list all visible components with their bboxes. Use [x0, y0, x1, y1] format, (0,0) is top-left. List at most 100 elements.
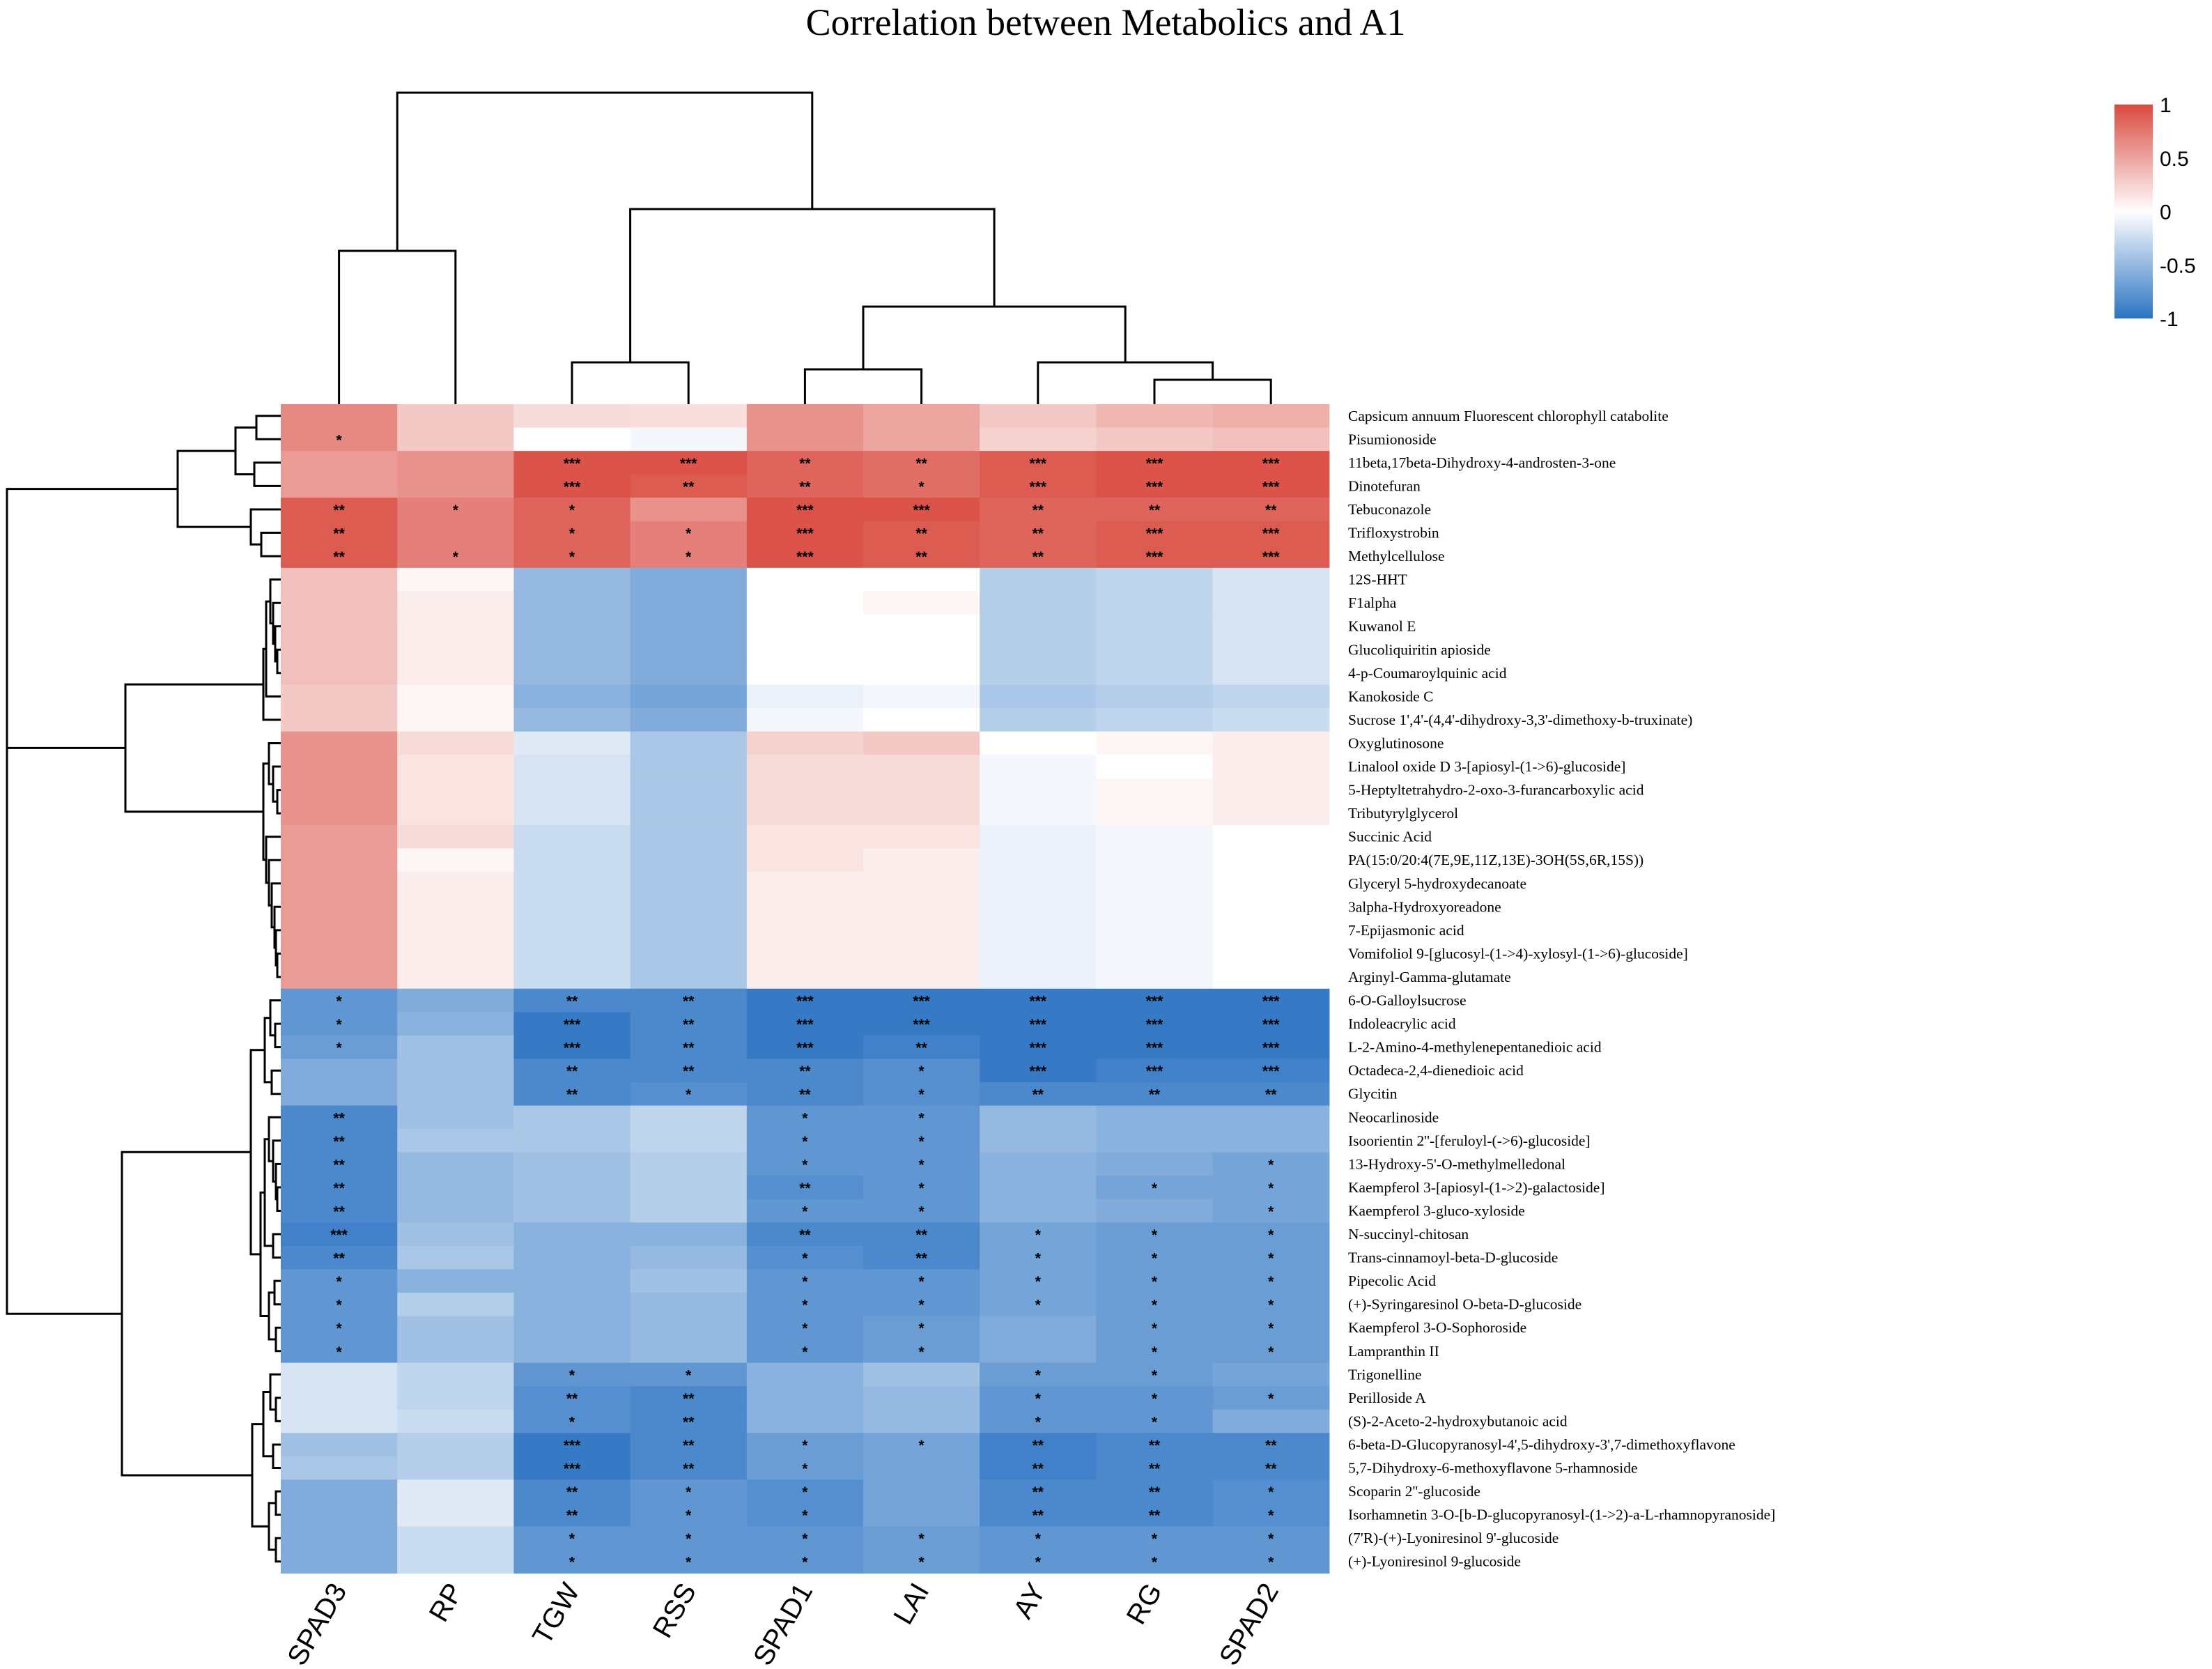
heatmap-cell — [1096, 1362, 1214, 1387]
heatmap-cell — [513, 1549, 631, 1574]
heatmap-cell — [397, 474, 514, 498]
heatmap-cell — [513, 1433, 631, 1457]
significance-mark: * — [802, 1555, 808, 1571]
row-label: (7'R)-(+)-Lyoniresinol 9'-glucoside — [1348, 1530, 1559, 1546]
significance-mark: ** — [915, 549, 927, 565]
significance-mark: * — [919, 1203, 925, 1220]
heatmap-cell — [281, 941, 398, 966]
significance-mark: * — [919, 1157, 925, 1173]
heatmap-cell — [1212, 708, 1330, 732]
heatmap-cell — [630, 427, 748, 452]
row-label: Neocarlinoside — [1348, 1109, 1439, 1125]
significance-mark: ** — [333, 526, 345, 542]
heatmap-cell — [281, 1269, 398, 1293]
heatmap-cell — [863, 451, 980, 475]
heatmap-cell — [513, 614, 631, 639]
row-label: Indoleacrylic acid — [1348, 1015, 1456, 1032]
heatmap-cell — [1096, 521, 1214, 545]
heatmap-cell — [863, 567, 980, 592]
significance-mark: *** — [1030, 1063, 1047, 1079]
significance-mark: *** — [1146, 479, 1163, 495]
heatmap-cell — [980, 1292, 1097, 1317]
heatmap-cell — [980, 1222, 1097, 1247]
heatmap-cell — [746, 778, 864, 802]
heatmap-cell — [397, 1339, 514, 1364]
heatmap-cell — [630, 1012, 748, 1036]
column-dendrogram-branch — [629, 208, 996, 362]
row-label: Pisumionoside — [1348, 431, 1437, 447]
row-dendrogram-branch — [251, 1423, 269, 1528]
heatmap-cell — [513, 544, 631, 569]
heatmap-cell — [281, 451, 398, 475]
heatmap-cell — [397, 708, 514, 732]
heatmap-cell — [1096, 708, 1214, 732]
heatmap-cell — [1096, 918, 1214, 943]
heatmap-cell — [281, 1456, 398, 1480]
heatmap-cell — [281, 1549, 398, 1574]
row-label: Linalool oxide D 3-[apiosyl-(1->6)-gluco… — [1348, 758, 1625, 775]
significance-mark: ** — [1032, 1438, 1044, 1454]
heatmap-cell — [1096, 1059, 1214, 1083]
heatmap-cell — [746, 661, 864, 686]
heatmap-cell — [746, 1152, 864, 1176]
legend-tick-label: 1 — [2160, 94, 2172, 117]
heatmap-cell — [281, 1316, 398, 1340]
heatmap-cell — [1212, 591, 1330, 615]
heatmap-cell — [746, 988, 864, 1013]
heatmap-cell — [980, 755, 1097, 779]
heatmap-cell — [1212, 1035, 1330, 1059]
heatmap-cell — [1212, 614, 1330, 639]
row-dendrogram-branch — [274, 1326, 281, 1353]
heatmap-cell — [863, 848, 980, 872]
heatmap-cell — [397, 988, 514, 1013]
significance-mark: * — [1152, 1391, 1158, 1407]
row-label: 13-Hydroxy-5'-O-methylmelledonal — [1348, 1155, 1565, 1172]
column-label: RP — [424, 1578, 470, 1627]
heatmap-cell — [980, 801, 1097, 826]
heatmap-cell — [980, 872, 1097, 896]
heatmap-cell — [513, 567, 631, 592]
heatmap-cell — [1096, 451, 1214, 475]
heatmap-cell — [863, 1316, 980, 1340]
heatmap-cell — [746, 1386, 864, 1410]
row-dendrogram-branch — [270, 882, 281, 929]
significance-mark: * — [453, 549, 459, 565]
row-label: Kanokoside C — [1348, 688, 1433, 705]
heatmap-cell — [980, 638, 1097, 662]
heatmap-cell — [630, 801, 748, 826]
heatmap-cell — [630, 614, 748, 639]
heatmap-cell — [980, 661, 1097, 686]
heatmap-cell — [980, 1176, 1097, 1200]
column-label: SPAD1 — [748, 1578, 819, 1669]
column-dendrogram-branch — [1037, 361, 1214, 404]
heatmap-cell — [746, 544, 864, 569]
heatmap-cell — [863, 1129, 980, 1153]
heatmap-cell — [630, 1105, 748, 1130]
significance-mark: * — [919, 1063, 925, 1079]
row-label: Dinotefuran — [1348, 477, 1421, 494]
heatmap-cell — [1212, 1059, 1330, 1083]
row-label: 3alpha-Hydroxyoreadone — [1348, 898, 1501, 915]
heatmap-cell — [397, 1479, 514, 1504]
heatmap-cell — [1212, 1269, 1330, 1293]
heatmap-cells — [281, 404, 1330, 1574]
heatmap-cell — [1212, 1082, 1330, 1107]
significance-mark: ** — [566, 1484, 578, 1500]
significance-mark: *** — [564, 1438, 581, 1454]
color-legend: 1 0.5 0 -0.5 -1 — [2114, 94, 2196, 331]
heatmap-cell — [513, 1362, 631, 1387]
row-label: Kuwanol E — [1348, 618, 1416, 635]
heatmap-cell — [863, 1479, 980, 1504]
significance-mark: * — [919, 1110, 925, 1126]
heatmap-cell — [1212, 1549, 1330, 1574]
significance-mark: *** — [913, 502, 930, 518]
heatmap-cell — [746, 848, 864, 872]
significance-mark: ** — [1032, 1087, 1044, 1103]
significance-mark: * — [802, 1298, 808, 1314]
heatmap-cell — [746, 451, 864, 475]
heatmap-cell — [513, 1222, 631, 1247]
heatmap-cell — [863, 638, 980, 662]
significance-mark: * — [337, 1017, 343, 1033]
heatmap-cell — [746, 872, 864, 896]
heatmap-cell — [863, 1549, 980, 1574]
